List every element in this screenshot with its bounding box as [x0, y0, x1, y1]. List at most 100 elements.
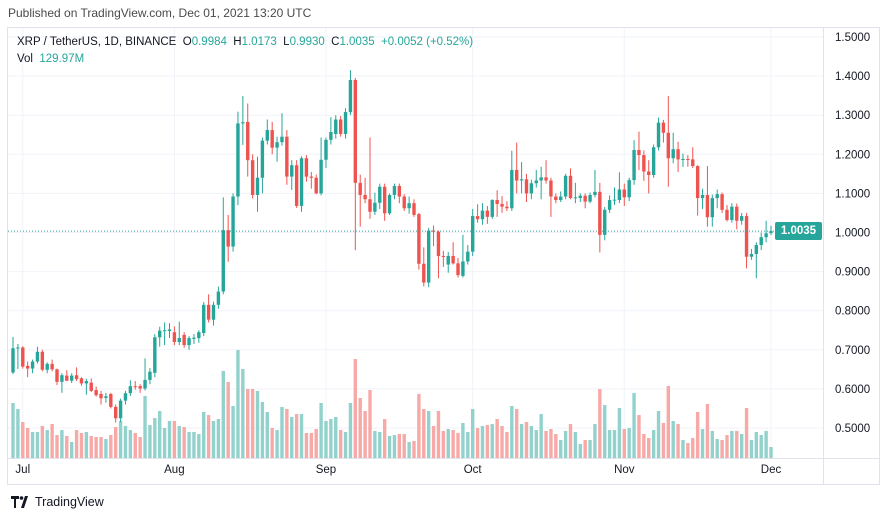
candle-body [700, 194, 705, 199]
volume-bar [373, 430, 377, 458]
x-tick-label: Dec [761, 464, 782, 476]
candle-body [505, 206, 509, 209]
candle-body [617, 189, 622, 201]
volume-bar [94, 436, 98, 458]
volume-bar [735, 430, 739, 458]
volume-bar [510, 405, 514, 458]
open-label: O [182, 36, 192, 48]
x-tick-label: Aug [164, 464, 184, 476]
volume-bar [568, 424, 573, 458]
volume-bar [691, 438, 695, 458]
volume-bar [319, 403, 323, 458]
candle-body [744, 216, 749, 257]
candle-body [197, 332, 201, 339]
candle-body [50, 363, 54, 370]
candle-body [598, 191, 602, 235]
volume-bar [304, 433, 309, 458]
volume-bar [519, 424, 524, 458]
volume-bar [422, 409, 426, 458]
volume-bar [642, 434, 646, 458]
candle-body [661, 122, 666, 133]
volume-bar [11, 403, 15, 458]
volume-bar [182, 426, 186, 458]
volume-bar [123, 425, 128, 458]
candle-body [495, 200, 499, 204]
volume-bar [392, 435, 397, 458]
candle-body [177, 338, 181, 342]
symbol-title[interactable]: XRP / TetherUS, 1D, BINANCE [17, 36, 177, 48]
candle-body [720, 194, 724, 210]
candle-body [133, 386, 137, 388]
volume-bar [676, 424, 680, 458]
candle-body [632, 149, 636, 181]
volume-bar [109, 435, 113, 458]
candle-body [373, 202, 377, 212]
candle-body [162, 330, 167, 332]
low-value: 0.9930 [289, 36, 325, 48]
candle-body [466, 251, 470, 262]
volume-bar [382, 419, 387, 458]
candle-body [470, 216, 475, 252]
candle-body [348, 80, 353, 113]
volume-bar [329, 419, 333, 458]
candle-body [128, 386, 133, 394]
volume-bar [99, 436, 103, 458]
candle-body [735, 206, 739, 221]
x-tick-label: Jul [15, 464, 30, 476]
volume-bar [607, 430, 612, 458]
volume-bar [475, 428, 480, 458]
volume-bar [573, 431, 578, 458]
volume-bar [231, 405, 235, 458]
candle-body [407, 203, 411, 209]
volume-bar [128, 430, 133, 458]
volume-bar [270, 428, 274, 458]
candle-body [55, 369, 59, 382]
candle-body [21, 347, 25, 367]
candle-body [451, 255, 455, 264]
volume-bar [559, 440, 563, 458]
candle-body [642, 155, 646, 172]
candle-body [431, 230, 436, 232]
last-price-label: 1.0035 [775, 222, 822, 240]
candle-body [583, 195, 587, 202]
volume-bar [397, 434, 402, 458]
volume-bar [612, 430, 617, 458]
tradingview-logo[interactable]: TradingView [11, 495, 104, 509]
candle-body [172, 332, 177, 342]
volume-bar [647, 438, 651, 458]
volume-bar [461, 423, 465, 458]
high-label: H [233, 36, 242, 48]
candle-body [143, 379, 147, 389]
candle-body [353, 80, 358, 183]
candle-body [559, 196, 563, 201]
candle-body [607, 200, 612, 210]
volume-bar [583, 440, 587, 458]
candle-body [754, 245, 759, 255]
candle-body [524, 179, 529, 194]
volume-bar [426, 410, 431, 458]
open-value: 0.9984 [191, 36, 227, 48]
candle-body [759, 237, 763, 246]
candle-body [363, 194, 367, 200]
candle-body [89, 382, 93, 391]
candle-body [60, 375, 64, 382]
volume-bar [113, 426, 118, 458]
volume-bar [710, 430, 715, 458]
candle-body [417, 214, 421, 264]
volume-bar [671, 420, 675, 458]
candle-body [705, 194, 710, 218]
volume-bar [197, 434, 201, 458]
volume-bar [749, 440, 754, 458]
volume-bar [598, 389, 602, 458]
volume-bar [260, 401, 265, 458]
candle-body [241, 122, 245, 124]
volume-bar [387, 435, 392, 458]
candle-body [299, 158, 304, 206]
volume-bar [148, 425, 152, 458]
candle-body [294, 165, 299, 206]
volume-bar [50, 424, 54, 458]
volume-bar [133, 433, 137, 458]
volume-bar [275, 430, 279, 458]
candle-body [441, 255, 446, 257]
